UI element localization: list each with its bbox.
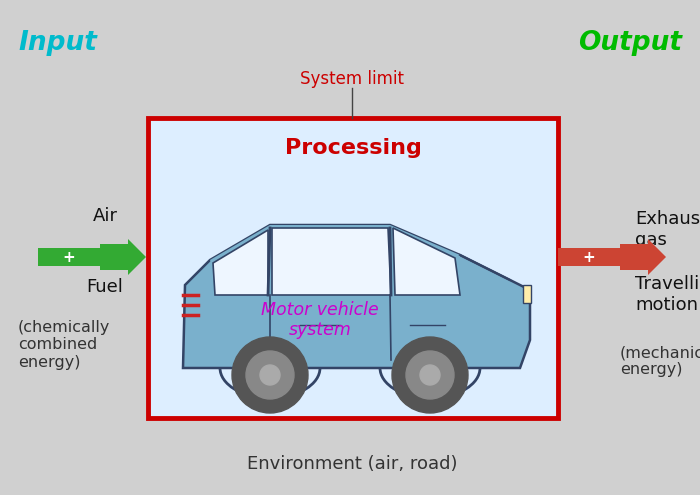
FancyBboxPatch shape <box>523 285 531 303</box>
Circle shape <box>406 351 454 399</box>
FancyArrow shape <box>100 239 146 275</box>
FancyBboxPatch shape <box>558 248 620 266</box>
Text: Processing: Processing <box>285 138 421 158</box>
Text: (chemically
combined
energy): (chemically combined energy) <box>18 320 111 370</box>
Circle shape <box>260 365 280 385</box>
Polygon shape <box>183 225 530 368</box>
Text: Exhaust
gas: Exhaust gas <box>635 210 700 249</box>
Text: Environment (air, road): Environment (air, road) <box>246 455 457 473</box>
Text: +: + <box>582 249 596 264</box>
Circle shape <box>392 337 468 413</box>
Text: Fuel: Fuel <box>87 278 123 296</box>
Text: Air: Air <box>92 207 118 225</box>
Polygon shape <box>210 225 460 272</box>
Polygon shape <box>272 228 391 295</box>
Text: Travelling
motion: Travelling motion <box>635 275 700 314</box>
Polygon shape <box>393 228 460 295</box>
Text: +: + <box>62 249 76 264</box>
Text: Input: Input <box>18 30 97 56</box>
Text: System limit: System limit <box>300 70 404 88</box>
Circle shape <box>232 337 308 413</box>
Circle shape <box>246 351 294 399</box>
FancyArrow shape <box>620 239 666 275</box>
Text: Motor vehicle
system: Motor vehicle system <box>261 300 379 340</box>
FancyBboxPatch shape <box>38 248 100 266</box>
Polygon shape <box>213 230 268 295</box>
Circle shape <box>420 365 440 385</box>
Text: Output: Output <box>578 30 682 56</box>
FancyBboxPatch shape <box>148 118 558 418</box>
Text: (mechanical
energy): (mechanical energy) <box>620 345 700 377</box>
